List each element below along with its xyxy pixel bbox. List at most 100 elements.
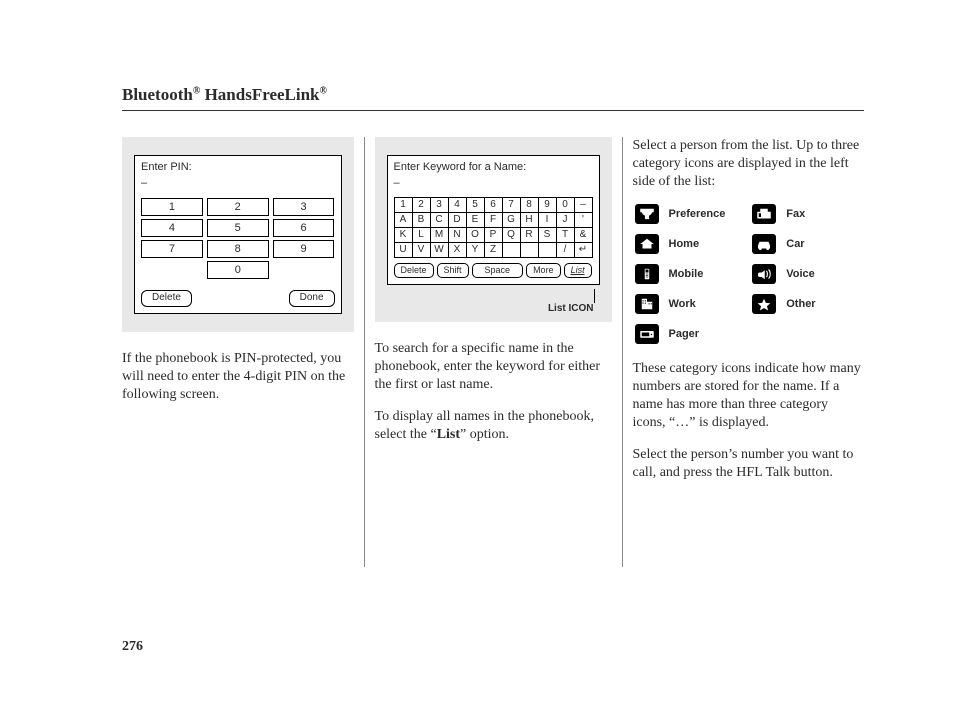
kbd-key-0-6[interactable]: 7 [502, 197, 521, 213]
voice-label: Voice [784, 267, 864, 281]
col2-p2b: ” option. [460, 427, 509, 442]
kbd-key-0-2[interactable]: 3 [430, 197, 449, 213]
pin-keypad: 1 2 3 4 5 6 7 8 9 0 [135, 194, 341, 288]
column-3: Select a person from the list. Up to thr… [623, 137, 865, 567]
kbd-key-3-10[interactable]: ↵ [574, 242, 593, 258]
kbd-keygrid: 1234567890– ABCDEFGHIJ' KLMNOPQRST& UVWXYZ /… [388, 194, 599, 260]
kbd-key-0-7[interactable]: 8 [520, 197, 539, 213]
kbd-key-3-8[interactable] [538, 242, 557, 258]
pin-key-5[interactable]: 5 [207, 219, 269, 237]
preference-label: Preference [667, 207, 747, 221]
pin-key-3[interactable]: 3 [273, 198, 335, 216]
kbd-key-0-4[interactable]: 5 [466, 197, 485, 213]
pin-screenshot-panel: Enter PIN: – 1 2 3 4 5 6 7 8 [122, 137, 354, 332]
kbd-key-0-10[interactable]: – [574, 197, 593, 213]
heading-mid: HandsFreeLink [200, 85, 319, 104]
kbd-key-1-8[interactable]: I [538, 212, 557, 228]
kbd-key-1-1[interactable]: B [412, 212, 431, 228]
car-label: Car [784, 237, 864, 251]
kbd-key-0-1[interactable]: 2 [412, 197, 431, 213]
col3-p2: These category icons indicate how many n… [633, 360, 865, 432]
pin-key-0[interactable]: 0 [207, 261, 269, 279]
pin-key-6[interactable]: 6 [273, 219, 335, 237]
kbd-key-2-5[interactable]: P [484, 227, 503, 243]
kbd-key-2-9[interactable]: T [556, 227, 575, 243]
kbd-key-2-4[interactable]: O [466, 227, 485, 243]
col3-p3: Select the person’s number you want to c… [633, 446, 865, 482]
kbd-key-2-8[interactable]: S [538, 227, 557, 243]
kbd-key-2-7[interactable]: R [520, 227, 539, 243]
kbd-key-2-10[interactable]: & [574, 227, 593, 243]
kbd-key-3-4[interactable]: Y [466, 242, 485, 258]
kbd-key-1-3[interactable]: D [448, 212, 467, 228]
kbd-key-2-0[interactable]: K [394, 227, 413, 243]
fax-icon [752, 204, 776, 224]
kbd-key-2-6[interactable]: Q [502, 227, 521, 243]
car-icon [752, 234, 776, 254]
kbd-space-button[interactable]: Space [472, 263, 524, 279]
list-icon-label: List ICON [548, 303, 594, 314]
home-icon [635, 234, 659, 254]
kbd-key-0-9[interactable]: 0 [556, 197, 575, 213]
reg-mark-2: ® [320, 85, 327, 96]
column-1: Enter PIN: – 1 2 3 4 5 6 7 8 [122, 137, 364, 567]
heading-prefix: Bluetooth [122, 85, 193, 104]
kbd-key-3-5[interactable]: Z [484, 242, 503, 258]
kbd-title: Enter Keyword for a Name: [388, 156, 599, 176]
kbd-key-0-5[interactable]: 6 [484, 197, 503, 213]
pin-key-8[interactable]: 8 [207, 240, 269, 258]
category-icon-grid: Preference Fax Home Car Mobile Voice Wor… [635, 204, 865, 344]
pin-key-7[interactable]: 7 [141, 240, 203, 258]
page-heading: Bluetooth® HandsFreeLink® [122, 84, 864, 111]
keyboard-screenshot-panel: Enter Keyword for a Name: – 1234567890–A… [375, 137, 612, 322]
kbd-key-1-4[interactable]: E [466, 212, 485, 228]
home-label: Home [667, 237, 747, 251]
kbd-key-0-3[interactable]: 4 [448, 197, 467, 213]
kbd-key-0-8[interactable]: 9 [538, 197, 557, 213]
pin-key-9[interactable]: 9 [273, 240, 335, 258]
kbd-cursor: – [388, 176, 599, 194]
pin-key-2[interactable]: 2 [207, 198, 269, 216]
pin-title: Enter PIN: [135, 156, 341, 176]
pin-cursor: – [135, 176, 341, 194]
kbd-key-2-2[interactable]: M [430, 227, 449, 243]
kbd-list-button[interactable]: List [564, 263, 592, 279]
fax-label: Fax [784, 207, 864, 221]
mobile-icon [635, 264, 659, 284]
kbd-key-3-9[interactable]: / [556, 242, 575, 258]
kbd-key-3-2[interactable]: W [430, 242, 449, 258]
column-2: Enter Keyword for a Name: – 1234567890–A… [364, 137, 623, 567]
kbd-key-3-6[interactable] [502, 242, 521, 258]
kbd-key-1-0[interactable]: A [394, 212, 413, 228]
kbd-key-1-10[interactable]: ' [574, 212, 593, 228]
kbd-key-3-7[interactable] [520, 242, 539, 258]
kbd-shift-button[interactable]: Shift [437, 263, 469, 279]
work-icon [635, 294, 659, 314]
kbd-key-3-0[interactable]: U [394, 242, 413, 258]
pin-key-1[interactable]: 1 [141, 198, 203, 216]
pin-delete-button[interactable]: Delete [141, 290, 192, 307]
kbd-key-1-2[interactable]: C [430, 212, 449, 228]
keyboard-screen: Enter Keyword for a Name: – 1234567890–A… [387, 155, 600, 286]
kbd-more-button[interactable]: More [526, 263, 561, 279]
pager-icon [635, 324, 659, 344]
mobile-label: Mobile [667, 267, 747, 281]
other-icon [752, 294, 776, 314]
kbd-key-1-7[interactable]: H [520, 212, 539, 228]
kbd-key-0-0[interactable]: 1 [394, 197, 413, 213]
pager-label: Pager [667, 327, 747, 341]
kbd-key-2-3[interactable]: N [448, 227, 467, 243]
pin-done-button[interactable]: Done [289, 290, 335, 307]
kbd-key-1-5[interactable]: F [484, 212, 503, 228]
preference-icon [635, 204, 659, 224]
kbd-key-1-6[interactable]: G [502, 212, 521, 228]
kbd-key-3-3[interactable]: X [448, 242, 467, 258]
col2-p1: To search for a specific name in the pho… [375, 340, 612, 394]
kbd-key-3-1[interactable]: V [412, 242, 431, 258]
kbd-delete-button[interactable]: Delete [394, 263, 434, 279]
work-label: Work [667, 297, 747, 311]
pin-key-4[interactable]: 4 [141, 219, 203, 237]
kbd-key-2-1[interactable]: L [412, 227, 431, 243]
kbd-key-1-9[interactable]: J [556, 212, 575, 228]
col2-p2: To display all names in the phonebook, s… [375, 408, 612, 444]
